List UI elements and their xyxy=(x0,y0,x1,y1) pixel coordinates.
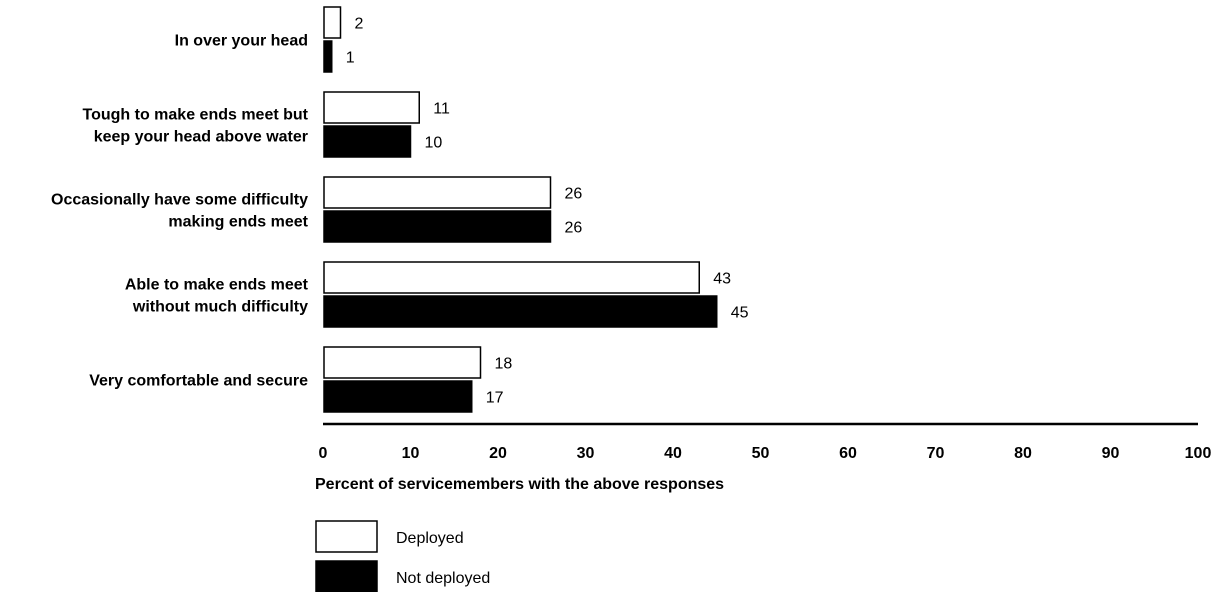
category-labels: In over your head Tough to make ends meet… xyxy=(51,33,309,390)
legend-label: Not deployed xyxy=(396,570,490,587)
category-label: Tough to make ends meet but xyxy=(83,107,309,124)
category-label: making ends meet xyxy=(168,214,308,231)
category-label: Occasionally have some difficulty xyxy=(51,192,308,209)
data-label: 1 xyxy=(346,50,355,67)
bar-not-deployed-4 xyxy=(323,380,473,413)
legend-label: Deployed xyxy=(396,530,464,547)
x-tick-label: 40 xyxy=(664,445,682,462)
bar-not-deployed-1 xyxy=(323,125,412,158)
legend: Deployed Not deployed xyxy=(315,520,490,592)
data-label: 43 xyxy=(713,271,731,288)
bar-deployed-4 xyxy=(323,346,482,379)
legend-swatch-deployed xyxy=(315,520,378,553)
category-label: In over your head xyxy=(175,33,308,50)
bar-deployed-2 xyxy=(323,176,552,209)
data-label: 11 xyxy=(433,101,450,118)
data-label: 26 xyxy=(565,186,583,203)
category-label: Very comfortable and secure xyxy=(89,373,308,390)
data-label: 18 xyxy=(495,356,513,373)
category-label: Able to make ends meet xyxy=(125,277,309,294)
data-label: 10 xyxy=(425,135,443,152)
x-tick-label: 80 xyxy=(1014,445,1032,462)
x-tick-label: 70 xyxy=(927,445,945,462)
data-label: 26 xyxy=(565,220,583,237)
bar-deployed-1 xyxy=(323,91,420,124)
data-label: 45 xyxy=(731,305,749,322)
bar-not-deployed-0 xyxy=(323,40,333,73)
legend-swatch-not-deployed xyxy=(315,560,378,592)
x-tick-label: 10 xyxy=(402,445,420,462)
bar-deployed-0 xyxy=(323,6,342,39)
x-tick-label: 50 xyxy=(752,445,770,462)
x-tick-label: 60 xyxy=(839,445,857,462)
x-axis-title: Percent of servicemembers with the above… xyxy=(315,476,724,493)
bar-deployed-3 xyxy=(323,261,700,294)
bar-not-deployed-2 xyxy=(323,210,552,243)
data-label: 2 xyxy=(355,16,364,33)
x-tick-label: 30 xyxy=(577,445,595,462)
bar-not-deployed-3 xyxy=(323,295,718,328)
x-tick-label: 20 xyxy=(489,445,507,462)
category-label: without much difficulty xyxy=(132,299,308,316)
x-tick-label: 100 xyxy=(1185,445,1212,462)
x-tick-label: 90 xyxy=(1102,445,1120,462)
x-tick-label: 0 xyxy=(319,445,328,462)
category-label: keep your head above water xyxy=(94,129,308,146)
data-label: 17 xyxy=(486,390,504,407)
x-tick-labels: 0 10 20 30 40 50 60 70 80 90 100 xyxy=(319,445,1212,462)
